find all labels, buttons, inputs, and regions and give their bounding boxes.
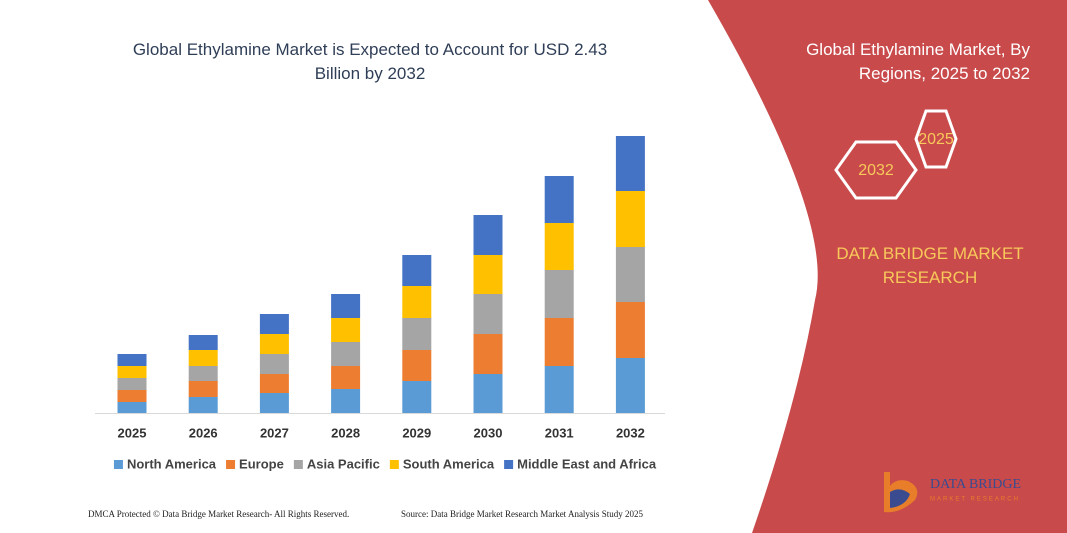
logo: DATA BRIDGE MARKET RESEARCH <box>884 472 1021 513</box>
legend-label: Asia Pacific <box>307 456 380 471</box>
chart-title: Global Ethylamine Market is Expected to … <box>132 40 608 83</box>
bar-segment <box>473 255 503 294</box>
panel-title: Global Ethylamine Market, By Regions, 20… <box>806 40 1030 83</box>
bar-segment <box>117 354 147 366</box>
bar-segment <box>544 366 574 413</box>
bar-segment <box>615 247 645 302</box>
bar-segment <box>615 302 645 358</box>
bar-segment <box>331 366 361 389</box>
bar-segment <box>188 381 218 397</box>
logo-name: DATA BRIDGE <box>930 477 1021 492</box>
bar-segment <box>331 318 361 342</box>
bar-segment <box>544 223 574 270</box>
bar-segment <box>188 366 218 381</box>
legend-swatch <box>293 460 303 469</box>
bar-segment <box>402 286 432 318</box>
bar-segment <box>544 176 574 223</box>
legend-label: North America <box>127 456 217 471</box>
x-tick-label: 2030 <box>474 425 503 440</box>
x-tick-label: 2028 <box>331 425 360 440</box>
legend-label: South America <box>403 456 495 471</box>
bar-segment <box>259 334 289 354</box>
footer-right: Source: Data Bridge Market Research Mark… <box>401 509 643 519</box>
hex-label: 2025 <box>918 131 954 148</box>
bar-segment <box>188 350 218 366</box>
bar-segment <box>615 358 645 413</box>
hex-label: 2032 <box>858 162 894 179</box>
legend-swatch <box>504 460 514 469</box>
bar-segment <box>473 294 503 334</box>
bar-segment <box>615 191 645 247</box>
x-tick-label: 2031 <box>545 425 574 440</box>
bar-segment <box>402 318 432 350</box>
red-panel <box>708 0 1067 533</box>
bar-segment <box>188 335 218 350</box>
legend-label: Middle East and Africa <box>517 456 657 471</box>
legend-swatch <box>113 460 123 469</box>
logo-mark <box>890 489 910 508</box>
bar-segment <box>402 350 432 381</box>
legend-label: Europe <box>239 456 284 471</box>
x-tick-label: 2026 <box>189 425 218 440</box>
bar-segment <box>473 374 503 413</box>
bar-segment <box>473 334 503 374</box>
bar-segment <box>544 318 574 366</box>
x-tick-label: 2032 <box>616 425 645 440</box>
bar-segment <box>117 378 147 390</box>
bar-segment <box>117 390 147 402</box>
logo-tagline: MARKET RESEARCH <box>930 497 1020 503</box>
bar-segment <box>402 255 432 286</box>
legend-swatch <box>389 460 399 469</box>
bar-segment <box>117 366 147 378</box>
x-tick-label: 2027 <box>260 425 289 440</box>
footer-left: DMCA Protected © Data Bridge Market Rese… <box>88 509 349 519</box>
brand: DATA BRIDGE MARKET RESEARCH <box>836 244 1024 287</box>
bar-segment <box>615 136 645 191</box>
bar-segment <box>473 215 503 255</box>
x-tick-label: 2029 <box>402 425 431 440</box>
hexagon <box>914 109 958 169</box>
bar-segment <box>331 294 361 318</box>
legend-swatch <box>226 460 236 469</box>
bar-segment <box>331 342 361 366</box>
hexagon <box>834 140 918 200</box>
bar-segment <box>117 402 147 413</box>
bar-segment <box>331 389 361 413</box>
bar-segment <box>544 270 574 318</box>
x-tick-label: 2025 <box>118 425 147 440</box>
bar-segment <box>188 397 218 413</box>
bar-segment <box>259 393 289 413</box>
bar-segment <box>259 354 289 374</box>
bar-segment <box>259 314 289 334</box>
bar-segment <box>402 381 432 413</box>
bar-segment <box>259 374 289 393</box>
